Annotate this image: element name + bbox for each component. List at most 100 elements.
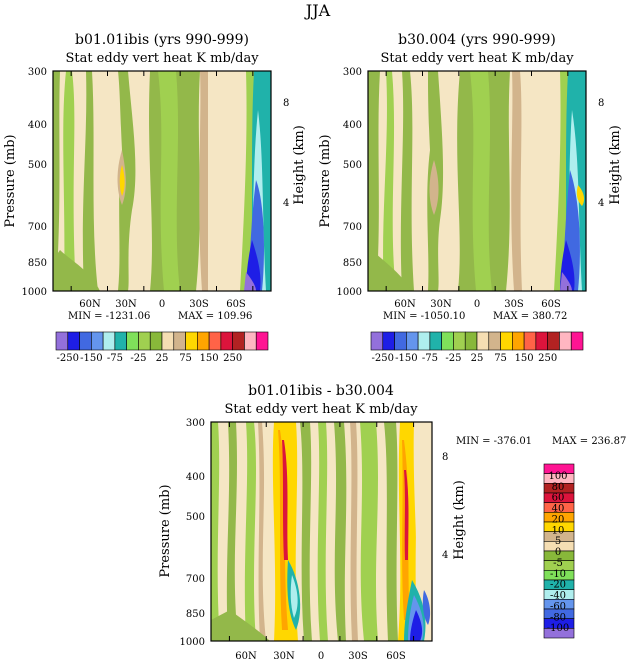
panel-2-title: b30.004 (yrs 990-999)	[398, 32, 556, 48]
panel-1-labelbar-label: 25	[156, 353, 169, 364]
panel-2-xtick: 0	[474, 299, 480, 310]
panel-1-labelbar: -250 -150 -75 -25 25 75 150 250	[55, 331, 269, 364]
panel-3-y2label: Height (km)	[452, 480, 467, 560]
panel-2-labelbar-swatch	[429, 331, 442, 351]
panel-1-labelbar-swatch	[255, 331, 269, 351]
panel-3-subtitle: Stat eddy vert heat K mb/day	[224, 402, 418, 417]
panel-1-ytick: 850	[28, 258, 47, 269]
panel-2-ytick: 300	[343, 67, 362, 78]
panel-1-labelbar-swatch	[244, 331, 257, 351]
panel-1-xtick: 30S	[189, 299, 209, 310]
panel-1-min: MIN = -1231.06	[68, 311, 150, 322]
panel-2-ytick: 400	[343, 120, 362, 131]
panel-2-y2label: Height (km)	[608, 125, 623, 205]
panel-2-labelbar-swatch	[394, 331, 407, 351]
panel-1-labelbar-swatch	[173, 331, 186, 351]
panel-2-labelbar-label: 150	[515, 353, 534, 364]
panel-2-labelbar-label: -250	[372, 353, 394, 364]
panel-3-labelbar-label: -10	[550, 569, 566, 580]
panel-2-labelbar-swatch	[535, 331, 548, 351]
panel-1-ylabel: Pressure (mb)	[3, 134, 18, 227]
panel-2-labelbar-swatch	[464, 331, 478, 351]
panel-1-labelbar-swatch	[149, 331, 163, 351]
panel-1-labelbar-swatch	[232, 331, 245, 351]
panel-1-title: b01.01ibis (yrs 990-999)	[75, 32, 249, 48]
panel-3-min: MIN = -376.01	[456, 436, 532, 447]
panel-3-ytick: 400	[186, 472, 205, 483]
panel-2-ytick: 850	[343, 258, 362, 269]
panel-2-y2tick: 4	[598, 198, 604, 209]
panel-2-xtick: 60N	[394, 299, 416, 310]
panel-1-labelbar-swatch	[55, 331, 69, 351]
panel-2-labelbar-swatch	[570, 331, 584, 351]
panel-2-labelbar: -250 -150 -75 -25 25 75 150 250	[370, 331, 584, 364]
panel-1-labelbar-label: 75	[179, 353, 192, 364]
panel-2-labelbar-label: -150	[395, 353, 417, 364]
panel-3-ytick: 850	[186, 609, 205, 620]
panel-3-labelbar-label: 10	[552, 525, 565, 536]
panel-1-labelbar-swatch	[220, 331, 233, 351]
panel-2-labelbar-swatch	[488, 331, 501, 351]
panel-1-ytick: 1000	[22, 287, 47, 298]
panel-3-labelbar-label: 20	[552, 514, 565, 525]
panel-3-ytick: 1000	[180, 637, 205, 648]
panel-1-xtick: 60S	[226, 299, 246, 310]
panel-1-y2label: Height (km)	[292, 125, 307, 205]
panel-2-labelbar-label: -75	[422, 353, 438, 364]
panel-1-y2tick: 8	[283, 98, 289, 109]
panel-3-xtick: 30N	[273, 651, 295, 662]
panel-1-labelbar-label: -25	[130, 353, 146, 364]
panel-3-labelbar-label: -40	[550, 591, 566, 602]
panel-2-labelbar-swatch	[453, 331, 466, 351]
panel-3-labelbar-label: 0	[555, 547, 561, 558]
panel-3: b01.01ibis - b30.004 Stat eddy vert heat…	[158, 383, 626, 662]
panel-3-title: b01.01ibis - b30.004	[248, 383, 394, 399]
panel-1-labelbar-label: -250	[57, 353, 79, 364]
panel-2-xtick: 30S	[504, 299, 524, 310]
panel-3-ylabel: Pressure (mb)	[158, 484, 173, 577]
panel-2-labelbar-swatch	[441, 331, 454, 351]
panel-1-labelbar-swatch	[102, 331, 116, 351]
panel-3-y2tick: 8	[442, 452, 448, 463]
panel-1-ytick: 300	[28, 67, 47, 78]
panel-3-labelbar-label: -100	[547, 623, 569, 634]
panel-1: b01.01ibis (yrs 990-999) Stat eddy vert …	[3, 32, 307, 364]
panel-1-labelbar-swatch	[79, 331, 92, 351]
panel-2-xtick: 60S	[541, 299, 561, 310]
panel-2-max: MAX = 380.72	[493, 311, 567, 322]
figure-title: JJA	[304, 1, 331, 20]
panel-2-labelbar-swatch	[476, 331, 490, 351]
panel-3-xtick: 60N	[235, 651, 257, 662]
panel-1-subtitle: Stat eddy vert heat K mb/day	[65, 51, 259, 66]
panel-2-frame	[367, 70, 587, 292]
panel-1-labelbar-swatch	[67, 331, 80, 351]
panel-2-field	[368, 71, 586, 291]
panel-1-ytick: 700	[28, 222, 47, 233]
panel-1-labelbar-label: -150	[80, 353, 102, 364]
panel-1-labelbar-label: 150	[200, 353, 219, 364]
panel-1-y2tick: 4	[283, 198, 289, 209]
panel-3-xtick: 0	[318, 651, 324, 662]
panel-1-labelbar-label: 250	[223, 353, 242, 364]
panel-3-labelbar-label: -5	[553, 558, 563, 569]
panel-3-labelbar-label: 5	[555, 536, 561, 547]
panel-1-max: MAX = 109.96	[178, 311, 252, 322]
panel-3-y2tick: 4	[442, 550, 448, 561]
panel-3-xtick: 30S	[348, 651, 368, 662]
panel-2-labelbar-label: 250	[538, 353, 557, 364]
panel-2: b30.004 (yrs 990-999) Stat eddy vert hea…	[318, 32, 623, 364]
panel-2-subtitle: Stat eddy vert heat K mb/day	[380, 51, 574, 66]
panel-2-labelbar-swatch	[559, 331, 572, 351]
panel-2-ytick: 1000	[337, 287, 362, 298]
panel-3-max: MAX = 236.87	[552, 436, 626, 447]
panel-2-labelbar-swatch	[500, 331, 513, 351]
panel-2-labelbar-label: 75	[494, 353, 507, 364]
panel-2-xtick: 30N	[430, 299, 452, 310]
panel-1-labelbar-swatch	[138, 331, 151, 351]
panel-3-labelbar-label: -60	[550, 601, 566, 612]
panel-1-labelbar-swatch	[185, 331, 198, 351]
panel-2-labelbar-label: 25	[471, 353, 484, 364]
panel-2-labelbar-swatch	[512, 331, 525, 351]
